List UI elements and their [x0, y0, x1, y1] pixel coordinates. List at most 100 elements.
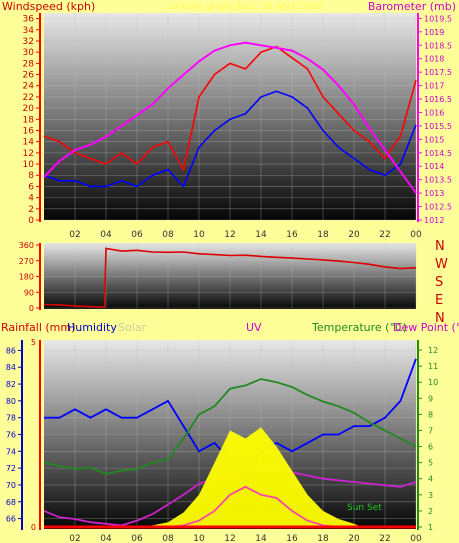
climate-x-tick-label: 12	[224, 534, 235, 543]
wind-y-tick-label: 28	[23, 59, 35, 69]
temperature-y-tick-label: 9	[428, 394, 433, 403]
wind-y-tick-label: 32	[23, 37, 34, 47]
barometer-y-tick-label: 1017.5	[424, 68, 452, 77]
compass-label-w: W	[435, 257, 448, 272]
wind-x-tick-label: 06	[131, 230, 143, 240]
direction-y-tick-label: 0	[29, 304, 34, 313]
chart-faint-title: 24 hour graph data, 10 April 2008	[168, 2, 322, 12]
humidity-y-tick-label: 66	[6, 515, 16, 524]
compass-label-s: S	[435, 275, 443, 290]
wind-y-tick-label: 18	[23, 115, 35, 125]
climate-x-tick-label: 20	[348, 534, 360, 543]
barometer-y-tick-label: 1016.5	[424, 95, 452, 104]
barometer-y-tick-label: 1013	[424, 189, 444, 198]
wind-y-tick-label: 4	[28, 194, 34, 204]
barometer-line	[43, 41, 417, 194]
wind-y-tick-label: 22	[23, 93, 34, 103]
barometer-y-tick-label: 1018	[424, 55, 444, 64]
temperature-y-tick-label: 2	[428, 507, 433, 516]
sunset-annotation: Sun Set	[347, 503, 382, 513]
barometer-y-tick-label: 1013.5	[424, 176, 452, 185]
wind-y-tick-label: 6	[28, 182, 34, 192]
humidity-y-tick-label: 84	[6, 363, 16, 372]
temperature-y-tick-label: 6	[428, 443, 433, 452]
dewpoint-axis-title: Dew Point (°C)	[393, 321, 459, 334]
temperature-y-tick-label: 5	[428, 459, 433, 468]
wind-x-tick-label: 22	[379, 230, 390, 240]
barometer-y-tick-label: 1012.5	[424, 203, 452, 212]
climate-x-tick-label: 04	[100, 534, 112, 543]
wind-y-tick-label: 12	[23, 149, 34, 159]
humidity-y-tick-label: 76	[6, 431, 16, 440]
temperature-y-tick-label: 12	[428, 346, 438, 355]
compass-label-n-bottom: N	[435, 311, 445, 326]
barometer-y-tick-label: 1016	[424, 108, 444, 117]
humidity-y-tick-label: 70	[6, 481, 16, 490]
humidity-y-tick-label: 78	[6, 414, 16, 423]
humidity-axis-title: Humidity	[67, 321, 117, 334]
barometer-y-tick-label: 1017	[424, 82, 444, 91]
wind-x-tick-label: 18	[317, 230, 329, 240]
barometer-y-tick-label: 1019	[424, 28, 444, 37]
temperature-y-tick-label: 3	[428, 491, 433, 500]
wind-y-tick-label: 20	[23, 104, 35, 114]
barometer-y-tick-label: 1018.5	[424, 41, 452, 50]
climate-x-tick-label: 02	[69, 534, 80, 543]
climate-x-tick-label: 22	[379, 534, 390, 543]
wind-direction-line	[43, 247, 417, 308]
barometer-y-tick-label: 1015.5	[424, 122, 452, 131]
wind-x-tick-label: 16	[286, 230, 298, 240]
direction-y-tick-label: 360	[19, 241, 34, 250]
climate-x-tick-label: 10	[193, 534, 205, 543]
wind-x-tick-label: 08	[162, 230, 174, 240]
humidity-y-tick-label: 82	[6, 380, 16, 389]
temperature-y-tick-label: 4	[428, 475, 433, 484]
direction-y-tick-labels: 0 90 180 270 360	[19, 241, 40, 313]
climate-x-tick-labels: 02 04 06 08 10 12 14 16 18 20 22 00	[69, 534, 422, 543]
wind-y-tick-label: 24	[23, 82, 35, 92]
wind-series-lines	[43, 41, 417, 194]
barometer-y-tick-label: 1014.5	[424, 149, 452, 158]
direction-y-tick-label: 90	[24, 288, 34, 297]
climate-series-lines	[43, 358, 417, 529]
average-wind-line	[43, 90, 417, 188]
rainfall-y-tick-label: 0	[31, 523, 36, 532]
wind-x-tick-labels: 02 04 06 08 10 12 14 16 18 20 22 00	[69, 230, 422, 240]
humidity-y-tick-label: 86	[6, 346, 16, 355]
wind-y-tick-label: 0	[28, 216, 34, 226]
climate-x-tick-label: 18	[317, 534, 329, 543]
barometer-y-tick-label: 1012	[424, 216, 444, 225]
wind-gust-line	[43, 45, 417, 172]
temperature-y-tick-label: 1	[428, 523, 433, 532]
wind-x-tick-label: 14	[255, 230, 267, 240]
wind-x-tick-label: 02	[69, 230, 80, 240]
uv-line	[152, 485, 339, 528]
temperature-axis-title: Temperature (°C)	[311, 321, 407, 334]
barometer-y-tick-label: 1019.5	[424, 14, 452, 23]
climate-x-tick-label: 16	[286, 534, 298, 543]
solar-area	[141, 427, 362, 527]
wind-x-tick-label: 20	[348, 230, 360, 240]
wind-direction-panel: 0 90 180 270 360 N W S E N	[19, 239, 448, 326]
temperature-y-tick-label: 8	[428, 410, 433, 419]
wind-x-tick-label: 00	[410, 230, 422, 240]
humidity-y-tick-labels: 66 68 70 72 74 76 78 80 82 84 86	[6, 346, 22, 524]
climate-x-tick-label: 06	[131, 534, 143, 543]
wind-x-tick-label: 04	[100, 230, 112, 240]
compass-label-n-top: N	[435, 239, 445, 254]
windspeed-axis-title: Windspeed (kph)	[2, 0, 95, 13]
direction-series-line	[43, 247, 417, 308]
wind-y-tick-label: 16	[23, 126, 35, 136]
barometer-axis-title: Barometer (mb)	[368, 0, 456, 13]
barometer-y-tick-labels: 1012 1012.5 1013 1013.5 1014 1014.5 1015 1015.5…	[418, 14, 452, 225]
rainfall-y-tick-labels: 05	[31, 338, 36, 532]
compass-label-e: E	[435, 293, 443, 308]
temperature-y-tick-label: 7	[428, 426, 433, 435]
wind-y-tick-label: 14	[23, 138, 35, 148]
temperature-y-tick-label: 11	[428, 362, 438, 371]
solar-axis-title: Solar	[118, 321, 147, 334]
